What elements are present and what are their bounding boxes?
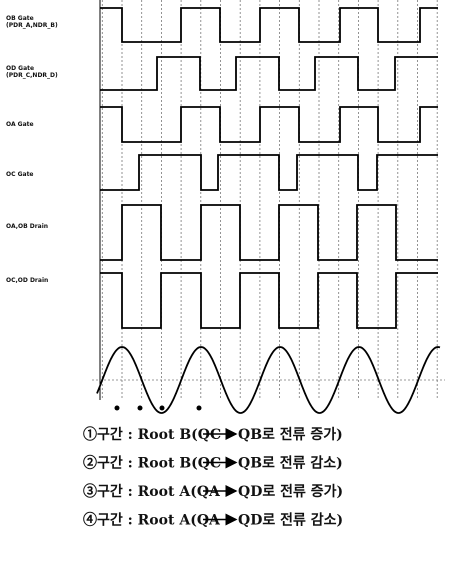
legend-end: QB로 전류 증가) [238,426,343,443]
signal-label: OD Gate [6,65,34,72]
interval-dot [137,405,143,411]
signal-sublabel: (PDR_C,NDR_D) [6,72,58,79]
signal-label: OA,OB Drain [6,223,48,230]
waveform [100,106,438,143]
waveforms [96,7,441,414]
legend-start: ②구간 : Root B(QC [83,455,221,472]
waveform [100,272,438,329]
legend-end: QD로 전류 감소) [238,512,343,529]
signal-label: OA Gate [6,121,34,128]
waveform [100,154,438,191]
legend-start: ③구간 : Root A(QA [83,483,221,500]
interval-dot [159,405,165,411]
legend-end: QB로 전류 감소) [238,455,343,472]
legend-start: ④구간 : Root A(QA [83,512,221,529]
grid [101,0,438,400]
waveform [100,56,438,91]
current-wave [96,346,441,414]
waveform [100,204,438,261]
legend: ①구간 : Root B(QC QB로 전류 증가) ②구간 : Root B(QC… [83,426,343,529]
signal-sublabel: (PDR_A,NDR_B) [6,22,58,29]
signal-label: OC,OD Drain [6,277,48,284]
signal-labels: OB Gate(PDR_A,NDR_B) OD Gate(PDR_C,NDR_D)… [6,15,58,284]
legend-start: ①구간 : Root B(QC [83,426,221,443]
interval-markers [114,405,202,411]
interval-dot [114,405,120,411]
interval-dot [196,405,202,411]
signal-label: OB Gate [6,15,34,22]
waveform [100,7,438,43]
legend-end: QD로 전류 증가) [238,483,343,500]
signal-label: OC Gate [6,171,34,178]
